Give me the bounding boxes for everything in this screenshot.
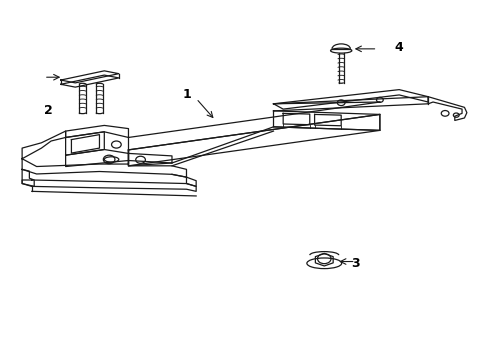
Text: 2: 2 xyxy=(44,104,53,117)
Text: 4: 4 xyxy=(394,41,403,54)
Text: 3: 3 xyxy=(351,257,359,270)
Text: 1: 1 xyxy=(182,89,190,102)
